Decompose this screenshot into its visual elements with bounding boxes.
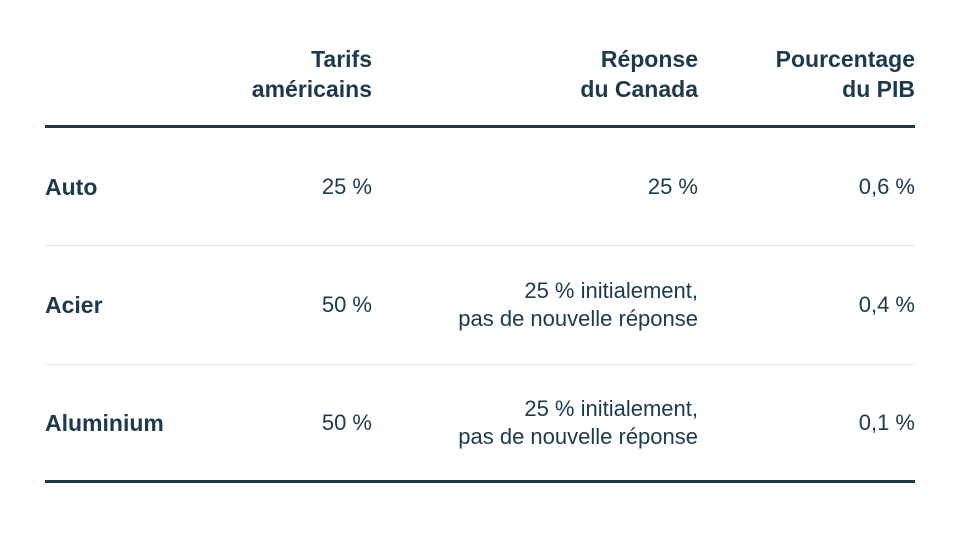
cell-gdp-share: 0,6 % xyxy=(698,126,915,246)
cell-gdp-share: 0,4 % xyxy=(698,245,915,365)
header-gdp-share: Pourcentage du PIB xyxy=(698,30,915,128)
table-row-aluminium: Aluminium 50 % 25 % initialement, pas de… xyxy=(45,364,915,483)
header-us-tariffs: Tarifs américains xyxy=(230,30,372,128)
cell-canada-response: 25 % initialement, pas de nouvelle répon… xyxy=(372,364,698,483)
cell-gdp-share: 0,1 % xyxy=(698,364,915,483)
row-label: Auto xyxy=(45,126,230,246)
table-row-auto: Auto 25 % 25 % 0,6 % xyxy=(45,126,915,246)
header-empty-cell xyxy=(45,30,230,128)
tariffs-table: Tarifs américains Réponse du Canada Pour… xyxy=(45,30,915,483)
header-row: Tarifs américains Réponse du Canada Pour… xyxy=(45,30,915,128)
cell-canada-response: 25 % xyxy=(372,126,698,246)
header-canada-response: Réponse du Canada xyxy=(372,30,698,128)
cell-canada-response: 25 % initialement, pas de nouvelle répon… xyxy=(372,245,698,365)
cell-us-tariffs: 25 % xyxy=(230,126,372,246)
cell-us-tariffs: 50 % xyxy=(230,245,372,365)
cell-us-tariffs: 50 % xyxy=(230,364,372,483)
row-label: Acier xyxy=(45,245,230,365)
row-label: Aluminium xyxy=(45,364,230,483)
table-row-acier: Acier 50 % 25 % initialement, pas de nou… xyxy=(45,245,915,365)
